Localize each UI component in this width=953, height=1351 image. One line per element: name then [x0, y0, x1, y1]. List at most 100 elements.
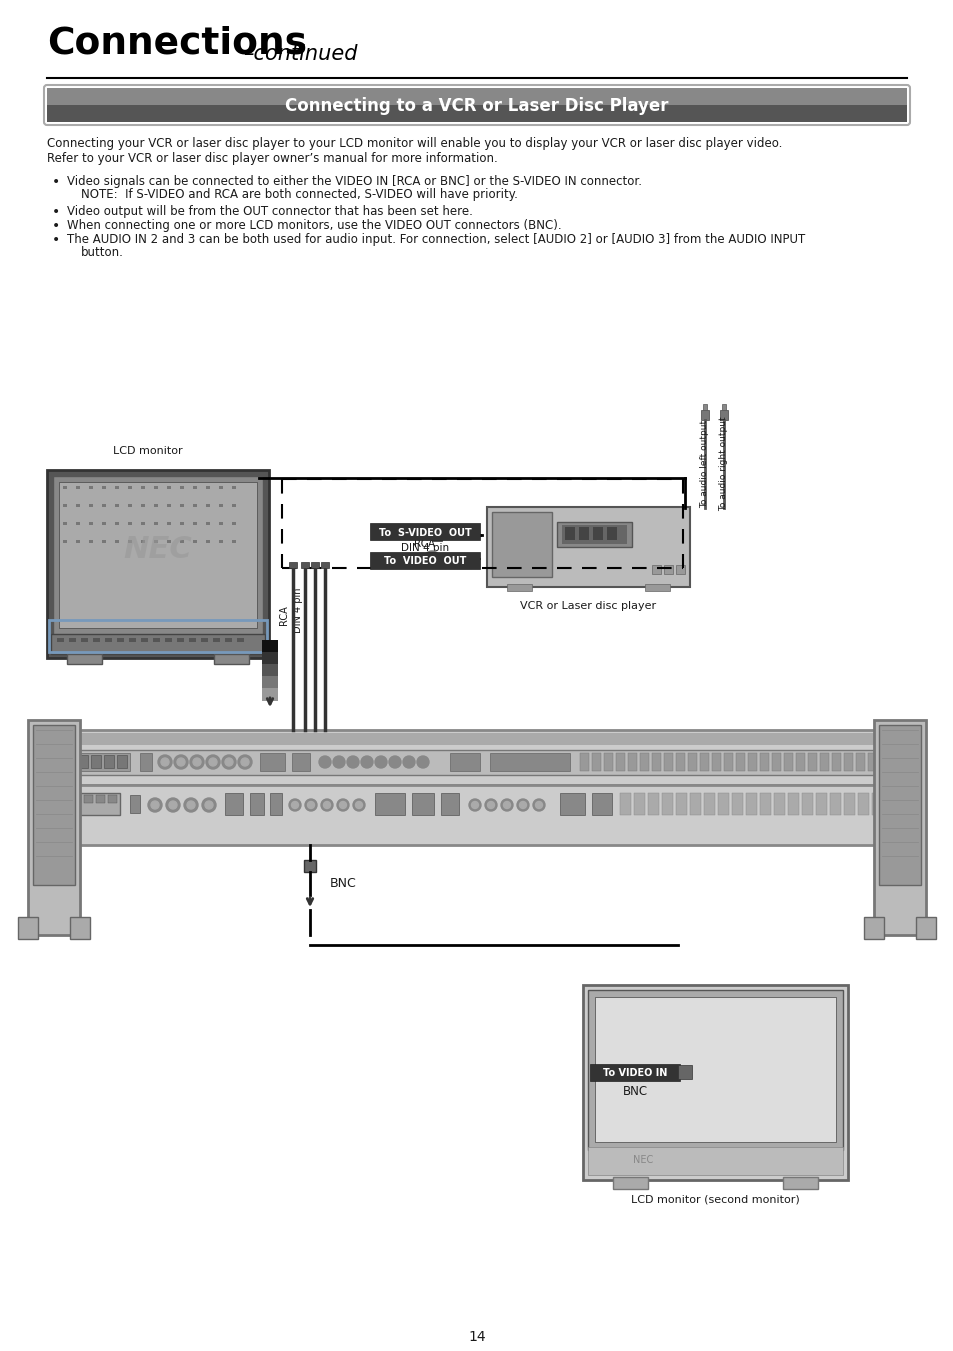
Bar — [115, 540, 119, 543]
Bar — [647, 793, 659, 815]
Text: Refer to your VCR or laser disc player owner’s manual for more information.: Refer to your VCR or laser disc player o… — [47, 153, 497, 165]
Bar — [128, 504, 132, 507]
Circle shape — [353, 798, 365, 811]
Circle shape — [355, 801, 362, 808]
Bar — [815, 793, 826, 815]
Bar — [718, 793, 728, 815]
Bar — [871, 793, 882, 815]
Text: NOTE:  If S-VIDEO and RCA are both connected, S-VIDEO will have priority.: NOTE: If S-VIDEO and RCA are both connec… — [81, 188, 517, 201]
Circle shape — [177, 758, 185, 766]
Bar — [219, 486, 223, 489]
Circle shape — [336, 798, 349, 811]
Circle shape — [469, 798, 480, 811]
Circle shape — [519, 801, 526, 808]
Bar — [587, 990, 842, 1150]
Circle shape — [173, 755, 188, 769]
Text: Connecting your VCR or laser disc player to your LCD monitor will enable you to : Connecting your VCR or laser disc player… — [47, 136, 781, 150]
Bar — [141, 638, 148, 642]
Text: To audio left output: To audio left output — [700, 420, 709, 508]
Circle shape — [517, 798, 529, 811]
Bar — [47, 105, 906, 122]
Bar — [232, 504, 235, 507]
Bar — [53, 476, 263, 636]
Bar — [153, 504, 158, 507]
Bar — [219, 540, 223, 543]
Circle shape — [533, 798, 544, 811]
Circle shape — [190, 755, 204, 769]
Bar — [795, 753, 804, 771]
Bar — [678, 1065, 691, 1079]
Circle shape — [292, 801, 298, 808]
Text: Video output will be from the OUT connector that has been set here.: Video output will be from the OUT connec… — [67, 205, 473, 218]
Text: Connecting to a VCR or Laser Disc Player: Connecting to a VCR or Laser Disc Player — [285, 97, 668, 115]
Bar — [250, 793, 264, 815]
Bar — [63, 486, 67, 489]
Bar — [700, 753, 708, 771]
Bar — [180, 486, 184, 489]
Bar — [644, 584, 669, 590]
Bar — [592, 793, 612, 815]
Bar — [689, 793, 700, 815]
Circle shape — [535, 801, 542, 808]
Bar — [915, 917, 935, 939]
Bar — [91, 755, 101, 767]
Text: NEC: NEC — [124, 535, 193, 565]
Bar — [206, 486, 210, 489]
Bar — [855, 753, 864, 771]
Bar — [70, 750, 884, 775]
Bar — [76, 486, 80, 489]
Bar — [663, 753, 672, 771]
Bar — [771, 753, 781, 771]
Bar — [603, 753, 613, 771]
Bar — [787, 793, 799, 815]
Circle shape — [318, 757, 331, 767]
Text: To audio right output: To audio right output — [719, 416, 728, 511]
Bar — [723, 753, 732, 771]
Bar — [71, 794, 81, 802]
Bar — [219, 504, 223, 507]
Bar — [262, 688, 277, 701]
Bar — [140, 753, 152, 771]
Bar — [634, 793, 644, 815]
Circle shape — [209, 758, 216, 766]
Bar — [721, 404, 725, 409]
Circle shape — [158, 755, 172, 769]
Bar — [651, 565, 660, 574]
Bar — [51, 634, 265, 654]
Bar — [236, 638, 244, 642]
Bar — [153, 540, 158, 543]
Bar — [153, 521, 158, 526]
Bar — [18, 917, 38, 939]
Bar — [564, 527, 575, 540]
Text: To  VIDEO  OUT: To VIDEO OUT — [383, 557, 466, 566]
Circle shape — [225, 758, 233, 766]
Bar — [232, 521, 235, 526]
Text: BNC: BNC — [621, 1085, 647, 1098]
Bar — [370, 523, 479, 540]
Circle shape — [471, 801, 478, 808]
Circle shape — [206, 755, 220, 769]
Bar — [70, 917, 90, 939]
Bar — [783, 753, 792, 771]
Bar — [89, 521, 92, 526]
Bar — [28, 720, 80, 935]
Bar — [69, 638, 76, 642]
Bar — [613, 1177, 647, 1189]
Bar — [260, 753, 285, 771]
Bar — [63, 504, 67, 507]
Bar — [687, 753, 697, 771]
Bar — [885, 793, 896, 815]
Bar — [102, 504, 106, 507]
Bar — [873, 720, 925, 935]
Text: When connecting one or more LCD monitors, use the VIDEO OUT connectors (BNC).: When connecting one or more LCD monitors… — [67, 219, 561, 232]
Bar — [65, 734, 889, 744]
Circle shape — [307, 801, 314, 808]
Bar — [702, 404, 706, 409]
Bar — [152, 638, 160, 642]
Bar — [167, 486, 171, 489]
Bar — [782, 1177, 817, 1189]
Circle shape — [347, 757, 358, 767]
Bar — [843, 753, 852, 771]
Circle shape — [360, 757, 373, 767]
Bar — [60, 730, 894, 785]
